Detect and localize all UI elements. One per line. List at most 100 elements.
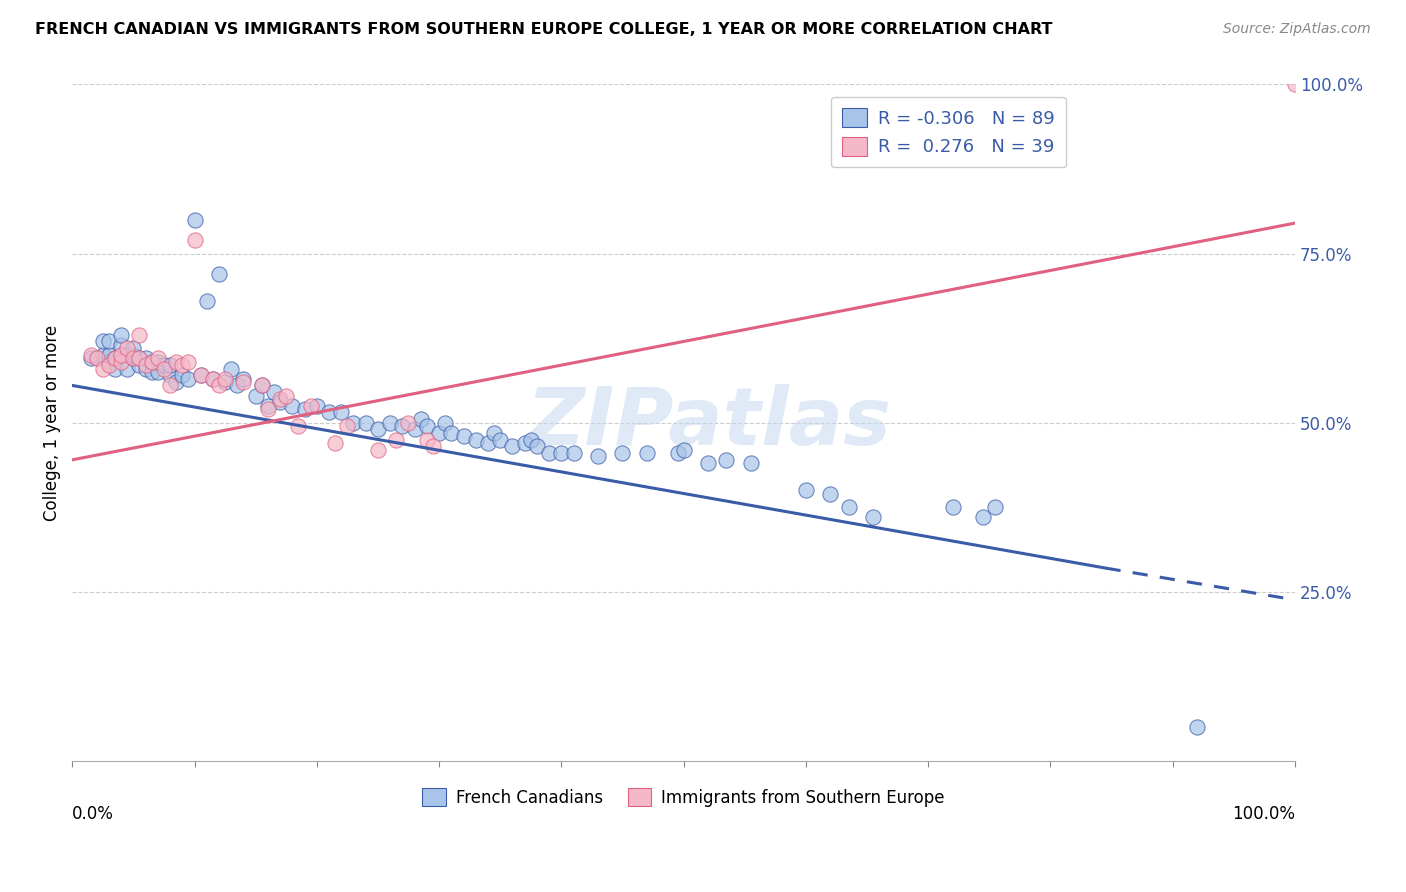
Point (323, 436, 346, 450)
Point (562, 446, 585, 460)
Point (79, 351, 101, 366)
Point (354, 416, 377, 430)
Point (367, 422, 389, 436)
Point (91, 348, 114, 362)
Point (434, 416, 457, 430)
Point (135, 361, 157, 376)
Text: 0.0%: 0.0% (72, 805, 114, 822)
Point (104, 351, 127, 366)
Point (427, 425, 450, 440)
Point (398, 416, 420, 430)
Point (336, 419, 359, 434)
Point (146, 351, 169, 366)
Point (183, 233, 205, 247)
Point (159, 378, 181, 392)
Point (208, 378, 231, 392)
Point (586, 450, 609, 464)
Point (299, 399, 322, 413)
Point (520, 433, 543, 447)
Point (513, 436, 536, 450)
Point (146, 355, 169, 369)
Point (294, 402, 316, 417)
Point (159, 358, 181, 372)
Point (165, 375, 187, 389)
Point (214, 375, 236, 389)
Point (146, 365, 169, 379)
Point (159, 368, 181, 383)
Point (86, 351, 108, 366)
Point (409, 412, 432, 426)
Point (740, 456, 762, 470)
Point (538, 446, 561, 460)
Point (135, 351, 157, 366)
Point (86, 351, 108, 366)
Point (984, 500, 1007, 515)
Point (269, 395, 291, 409)
Point (117, 348, 139, 362)
Y-axis label: College, 1 year or more: College, 1 year or more (44, 325, 60, 521)
Point (232, 372, 254, 386)
Point (250, 378, 273, 392)
Text: ZIPatlas: ZIPatlas (526, 384, 890, 462)
Point (612, 446, 634, 460)
Point (177, 372, 200, 386)
Point (550, 446, 572, 460)
Point (128, 351, 150, 366)
Text: FRENCH CANADIAN VS IMMIGRANTS FROM SOUTHERN EUROPE COLLEGE, 1 YEAR OR MORE CORRE: FRENCH CANADIAN VS IMMIGRANTS FROM SOUTH… (35, 22, 1053, 37)
Point (342, 416, 364, 430)
Point (464, 433, 486, 447)
Point (128, 351, 150, 366)
Point (128, 327, 150, 342)
Point (501, 439, 523, 453)
Point (122, 348, 145, 362)
Point (416, 419, 439, 434)
Point (391, 419, 413, 434)
Point (820, 486, 842, 500)
Point (378, 416, 401, 430)
Point (122, 351, 145, 366)
Legend: French Canadians, Immigrants from Southern Europe: French Canadians, Immigrants from Southe… (416, 781, 952, 814)
Point (201, 372, 224, 386)
Point (245, 388, 267, 402)
Point (385, 433, 408, 447)
Point (838, 500, 860, 515)
Point (79, 348, 101, 362)
Point (97, 334, 120, 349)
Point (276, 388, 298, 402)
Point (318, 405, 340, 419)
Text: 100.0%: 100.0% (1232, 805, 1295, 822)
Point (201, 372, 224, 386)
Point (422, 439, 444, 453)
Point (250, 378, 273, 392)
Point (97, 348, 120, 362)
Point (208, 267, 231, 281)
Point (697, 456, 720, 470)
Point (110, 355, 132, 369)
Point (716, 453, 738, 467)
Point (416, 433, 439, 447)
Point (453, 429, 475, 443)
Point (1284, 78, 1306, 92)
Point (190, 368, 212, 383)
Point (110, 348, 132, 362)
Point (110, 338, 132, 352)
Point (305, 399, 328, 413)
Point (141, 365, 163, 379)
Point (117, 361, 139, 376)
Point (636, 446, 658, 460)
Point (177, 355, 200, 369)
Point (482, 425, 505, 440)
Point (263, 385, 285, 400)
Point (214, 372, 236, 386)
Point (489, 433, 512, 447)
Point (165, 355, 187, 369)
Point (135, 358, 157, 372)
Text: Source: ZipAtlas.com: Source: ZipAtlas.com (1223, 22, 1371, 37)
Point (862, 510, 884, 524)
Point (232, 375, 254, 389)
Point (110, 348, 132, 362)
Point (367, 442, 389, 457)
Point (526, 439, 548, 453)
Point (141, 355, 163, 369)
Point (672, 442, 695, 457)
